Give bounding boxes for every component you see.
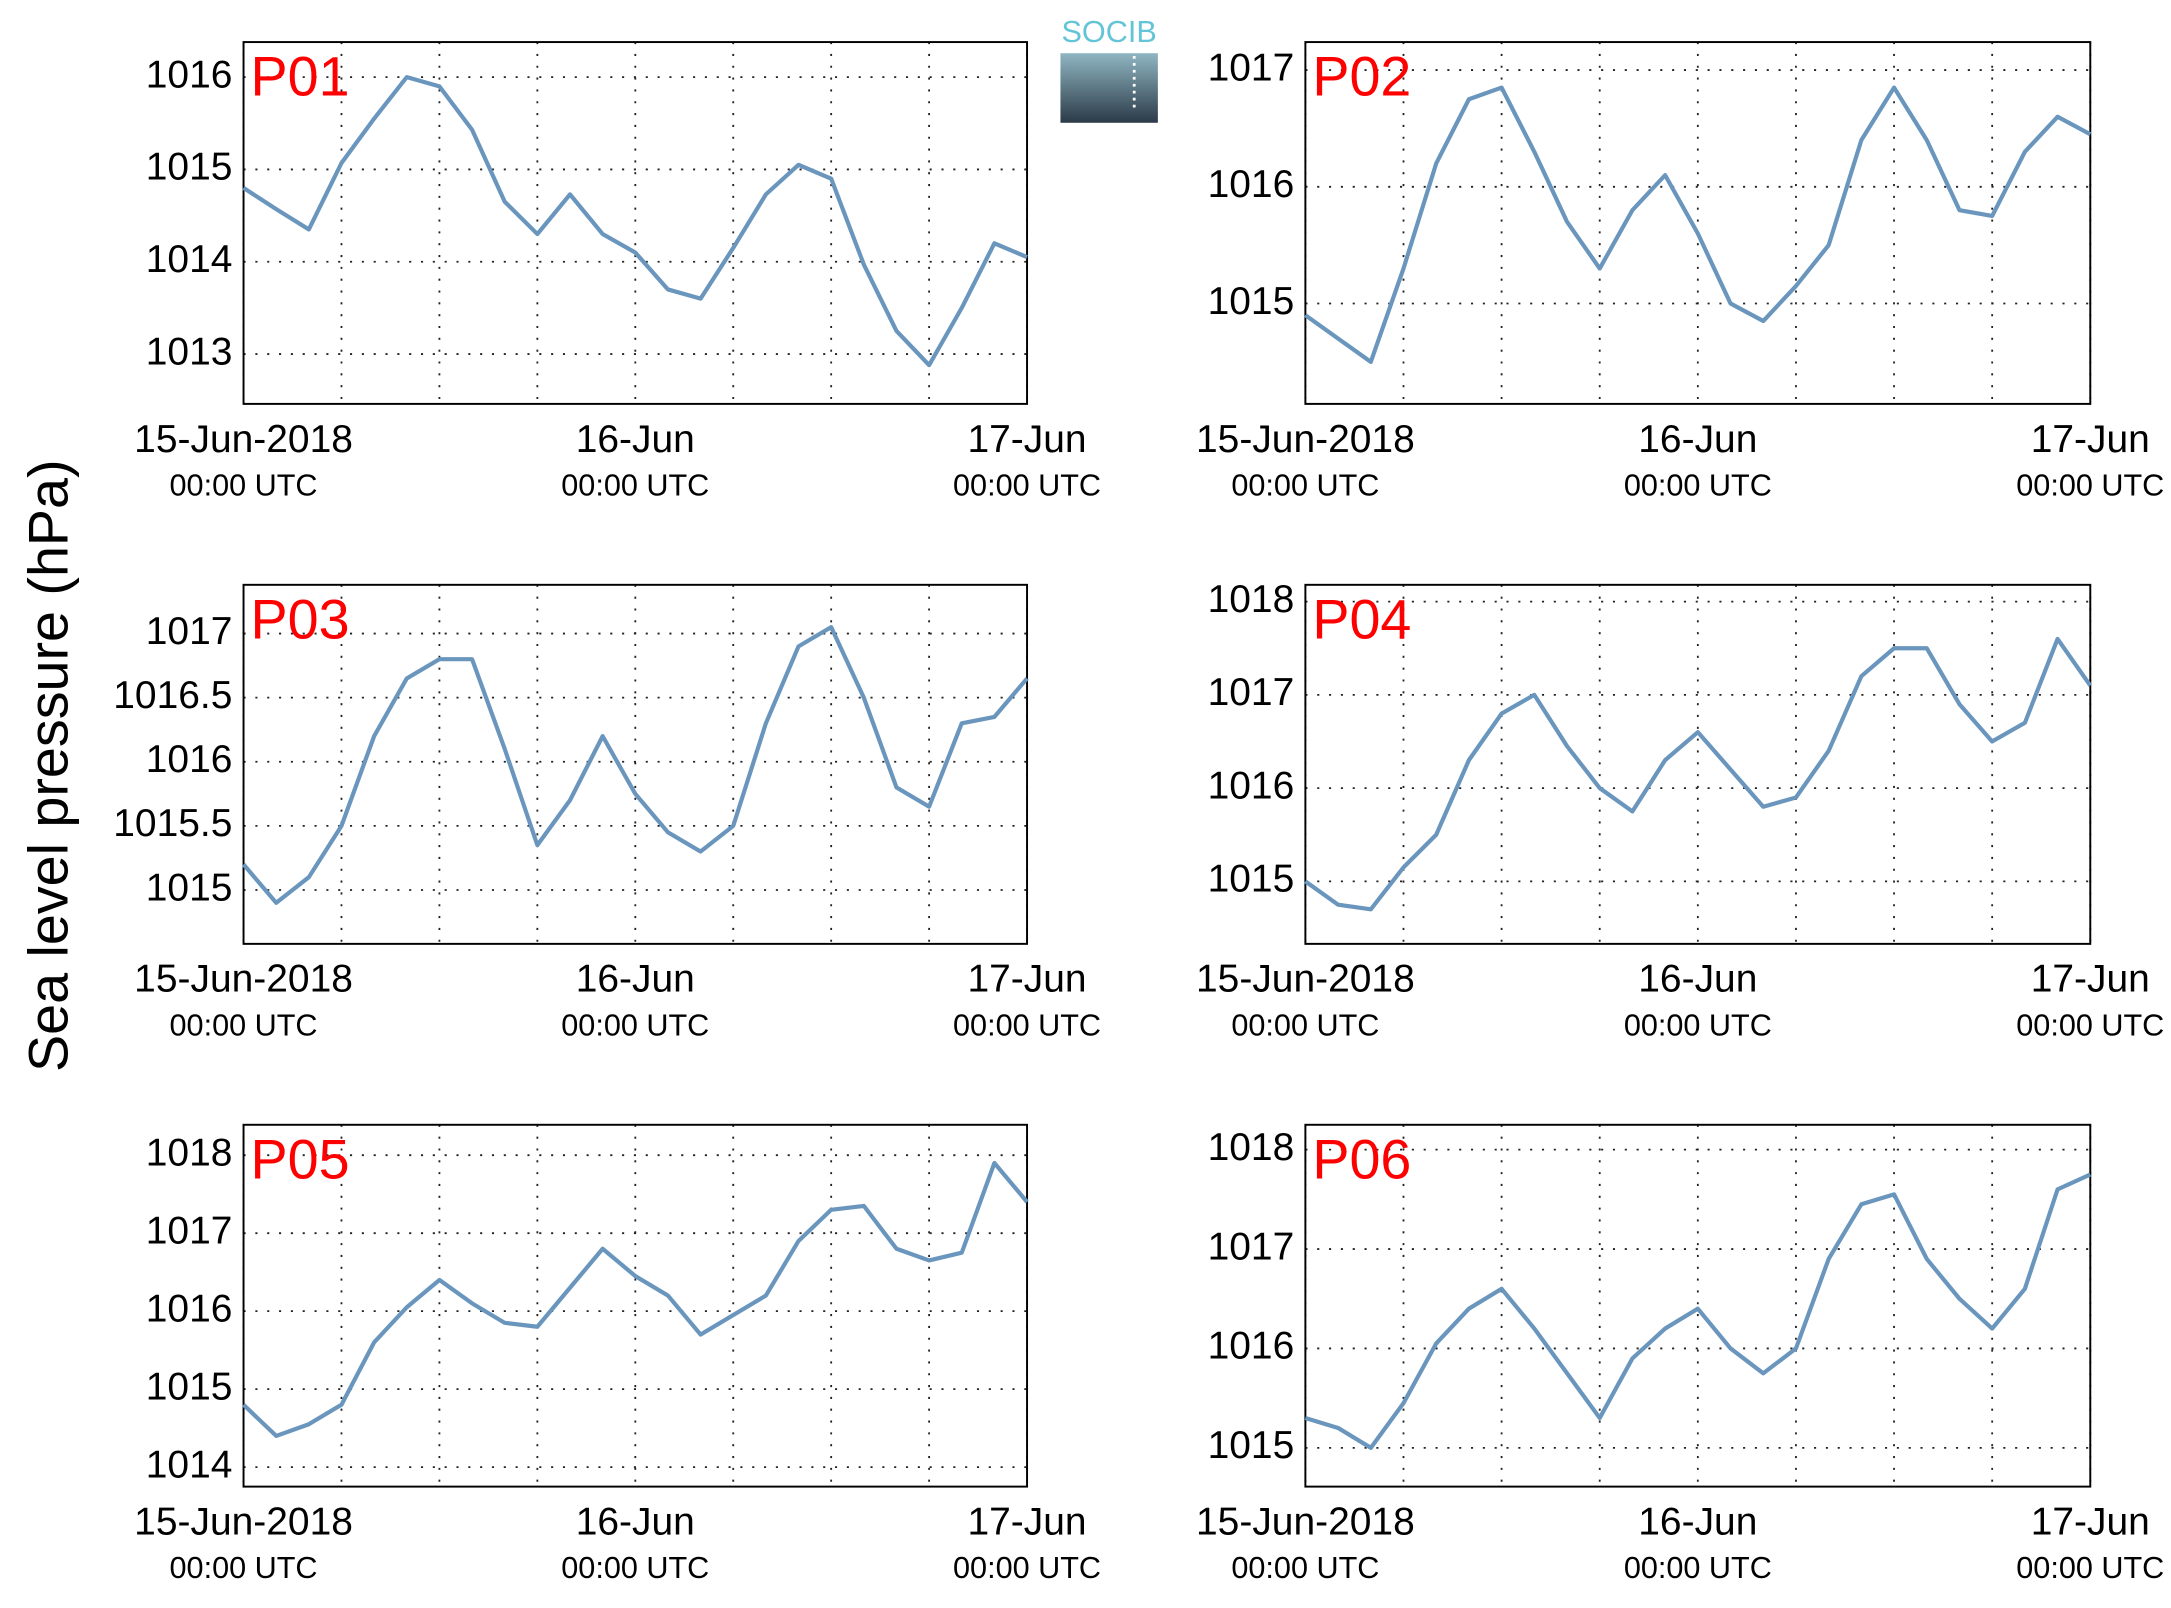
x-tick-label: 00:00 UTC (170, 1551, 318, 1585)
panel: 1015 1016 1017 1018 15-Jun-2018 00:00 UTC 16-J… (1196, 578, 2164, 1043)
panel-label: P01 (251, 46, 350, 108)
plot-frame (242, 1123, 1029, 1488)
x-tick-label: 00:00 UTC (1624, 1551, 1772, 1585)
x-tick-label: 16-Jun (1638, 1500, 1757, 1543)
y-tick-label: 1016 (1208, 764, 1295, 807)
y-tick-label: 1018 (1208, 1126, 1295, 1169)
data-line (1304, 636, 2092, 912)
y-tick-label: 1018 (146, 1131, 233, 1174)
x-tick-label: 15-Jun-2018 (1196, 958, 1415, 1001)
y-tick-label: 1016 (146, 738, 233, 781)
plot-frame (242, 583, 1029, 945)
panel-label: P02 (1312, 46, 1411, 108)
x-tick-label: 00:00 UTC (2016, 1008, 2164, 1042)
y-tick-label: 1016 (146, 1287, 233, 1330)
x-tick-label: 15-Jun-2018 (134, 1500, 353, 1543)
x-tick-label: 00:00 UTC (2016, 468, 2164, 502)
y-tick-label: 1016 (1208, 163, 1295, 206)
x-tick-label: 00:00 UTC (2016, 1551, 2164, 1585)
x-tick-label: 15-Jun-2018 (134, 958, 353, 1001)
x-tick-label: 00:00 UTC (1624, 468, 1772, 502)
y-tick-label: 1015 (1208, 280, 1295, 323)
x-tick-label: 00:00 UTC (953, 1008, 1101, 1042)
x-tick-label: 15-Jun-2018 (1196, 1500, 1415, 1543)
x-tick-label: 16-Jun (576, 958, 695, 1001)
panel-label: P03 (251, 588, 350, 650)
x-tick-label: 00:00 UTC (170, 1008, 318, 1042)
x-tick-label: 17-Jun (967, 958, 1086, 1001)
plot-frame (1304, 583, 2092, 945)
y-tick-label: 1017 (146, 1209, 233, 1252)
x-tick-label: 16-Jun (576, 418, 695, 461)
y-tick-label: 1015 (146, 866, 233, 909)
y-tick-label: 1016.5 (113, 674, 232, 717)
y-tick-label: 1015 (146, 1365, 233, 1408)
x-tick-label: 00:00 UTC (953, 468, 1101, 502)
y-axis-label: Sea level pressure (hPa) (18, 459, 80, 1072)
y-tick-label: 1015.5 (113, 802, 232, 845)
y-tick-label: 1015 (1208, 858, 1295, 901)
x-tick-label: 00:00 UTC (561, 1008, 709, 1042)
x-tick-label: 16-Jun (576, 1500, 695, 1543)
y-tick-label: 1016 (1208, 1325, 1295, 1368)
x-tick-label: 17-Jun (967, 1500, 1086, 1543)
plot-frame (242, 41, 1029, 405)
y-tick-label: 1014 (146, 1443, 233, 1486)
plot-frame (1304, 41, 2092, 405)
x-tick-label: 17-Jun (967, 418, 1086, 461)
panel-label: P04 (1312, 588, 1411, 650)
x-tick-label: 15-Jun-2018 (1196, 418, 1415, 461)
panel: 1013 1014 1015 1016 15-Jun-2018 00:00 UTC 16-J… (134, 41, 1101, 502)
x-tick-label: 00:00 UTC (561, 468, 709, 502)
logo: SOCIB (1060, 15, 1158, 123)
data-line (1304, 85, 2092, 364)
x-tick-label: 00:00 UTC (1624, 1008, 1772, 1042)
logo-block (1060, 53, 1158, 123)
panel: 1015 1016 1017 1018 15-Jun-2018 00:00 UTC 16-J… (1196, 1123, 2164, 1585)
panel: 1014 1015 1016 1017 1018 15-Jun-2018 00:00 UTC… (134, 1123, 1101, 1585)
y-tick-label: 1017 (1208, 1225, 1295, 1268)
y-tick-label: 1017 (1208, 671, 1295, 714)
panel-label: P06 (1312, 1128, 1411, 1190)
y-tick-label: 1016 (146, 53, 233, 96)
panel: 1015 1015.5 1016 1016.5 1017 15-Jun-2018 00:00… (113, 583, 1101, 1042)
data-line (241, 625, 1029, 905)
y-tick-label: 1013 (146, 330, 233, 373)
y-tick-label: 1018 (1208, 578, 1295, 621)
y-tick-label: 1015 (1208, 1424, 1295, 1467)
x-tick-label: 17-Jun (2031, 958, 2150, 1001)
x-tick-label: 00:00 UTC (953, 1551, 1101, 1585)
x-tick-label: 00:00 UTC (170, 468, 318, 502)
y-tick-label: 1015 (146, 146, 233, 189)
x-tick-label: 17-Jun (2031, 1500, 2150, 1543)
x-tick-label: 00:00 UTC (561, 1551, 709, 1585)
plot-frame (1304, 1123, 2092, 1488)
panel: 1015 1016 1017 15-Jun-2018 00:00 UTC 16-Jun 00… (1196, 41, 2164, 502)
x-tick-label: 00:00 UTC (1231, 1551, 1379, 1585)
data-line (242, 1160, 1029, 1439)
x-tick-label: 16-Jun (1638, 418, 1757, 461)
panel-label: P05 (251, 1128, 350, 1190)
y-tick-label: 1017 (146, 610, 233, 653)
x-tick-label: 00:00 UTC (1231, 1008, 1379, 1042)
y-tick-label: 1014 (146, 238, 233, 281)
x-tick-label: 00:00 UTC (1231, 468, 1379, 502)
y-tick-label: 1017 (1208, 46, 1295, 89)
data-line (242, 75, 1028, 368)
x-tick-label: 17-Jun (2031, 418, 2150, 461)
x-tick-label: 15-Jun-2018 (134, 418, 353, 461)
x-tick-label: 16-Jun (1638, 958, 1757, 1001)
data-line (1304, 1172, 2092, 1450)
logo-text: SOCIB (1062, 15, 1157, 49)
